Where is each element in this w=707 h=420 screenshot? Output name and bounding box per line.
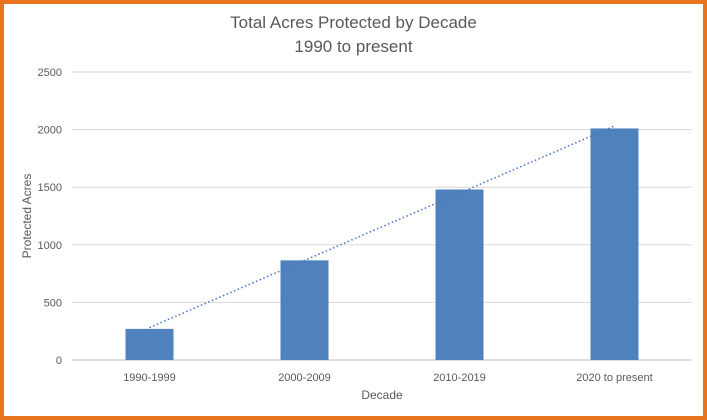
x-axis-ticks: 1990-1999 2000-2009 2010-2019 2020 to prese… [123, 372, 653, 384]
x-tick-label: 2020 to present [576, 372, 652, 384]
x-tick-label: 2010-2019 [433, 372, 486, 384]
gridlines [72, 71, 692, 361]
chart-subtitle: 1990 to present [294, 37, 413, 56]
y-axis-ticks: 0 500 1000 1500 2000 2500 [38, 67, 62, 367]
y-tick-label: 0 [56, 355, 62, 367]
x-axis-title: Decade [361, 388, 403, 402]
bars [125, 128, 639, 360]
y-tick-label: 1500 [38, 182, 62, 194]
bar-1 [125, 328, 174, 360]
bar-4 [590, 128, 639, 360]
y-axis-title: Protected Acres [20, 174, 34, 259]
y-tick-label: 500 [44, 297, 62, 309]
bar-2 [280, 260, 329, 360]
chart-title: Total Acres Protected by Decade [230, 13, 477, 32]
y-tick-label: 2000 [38, 125, 62, 137]
trendline [149, 125, 615, 329]
trendline-layer [149, 125, 615, 329]
x-tick-label: 2000-2009 [278, 372, 331, 384]
bar-3 [435, 189, 484, 360]
y-tick-label: 2500 [38, 67, 62, 79]
y-tick-label: 1000 [38, 240, 62, 252]
x-tick-label: 1990-1999 [123, 372, 176, 384]
